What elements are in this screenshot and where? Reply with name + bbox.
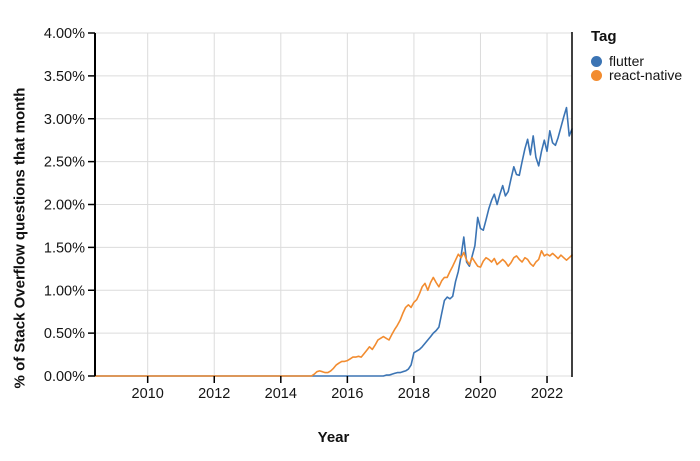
y-axis-title: % of Stack Overflow questions that month: [11, 87, 29, 389]
x-tick-label: 2016: [331, 386, 363, 402]
legend-dot-icon: [591, 70, 602, 81]
x-axis-title: Year: [317, 429, 350, 446]
y-tick-label: 2.50%: [44, 155, 85, 171]
legend: Tag flutter react-native: [591, 28, 682, 82]
x-tick-label: 2018: [398, 386, 430, 402]
y-tick-label: 3.00%: [44, 112, 85, 128]
y-tick-label: 0.50%: [44, 326, 85, 342]
legend-items: flutter react-native: [591, 53, 683, 83]
y-tick-label: 4.00%: [44, 26, 85, 42]
x-tick-label: 2010: [132, 386, 164, 402]
y-tick-label: 1.50%: [44, 240, 85, 256]
legend-item-label: flutter: [609, 53, 645, 69]
y-tick-label: 3.50%: [44, 69, 85, 85]
legend-title: Tag: [591, 28, 617, 45]
legend-item-flutter[interactable]: flutter: [591, 53, 682, 69]
x-tick-label: 2012: [198, 386, 230, 402]
series-line-react-native[interactable]: [94, 250, 573, 377]
x-tick-label: 2014: [265, 386, 297, 402]
legend-dot-icon: [591, 56, 602, 67]
y-tick-label: 2.00%: [44, 198, 85, 214]
legend-item-react-native[interactable]: react-native: [591, 67, 683, 83]
x-tick-label: 2022: [531, 386, 563, 402]
legend-item-label: react-native: [609, 67, 683, 83]
y-tick-label: 1.00%: [44, 283, 85, 299]
y-tick-label: 0.00%: [44, 369, 85, 385]
x-tick-label: 2020: [464, 386, 496, 402]
series-line-flutter[interactable]: [94, 106, 573, 377]
